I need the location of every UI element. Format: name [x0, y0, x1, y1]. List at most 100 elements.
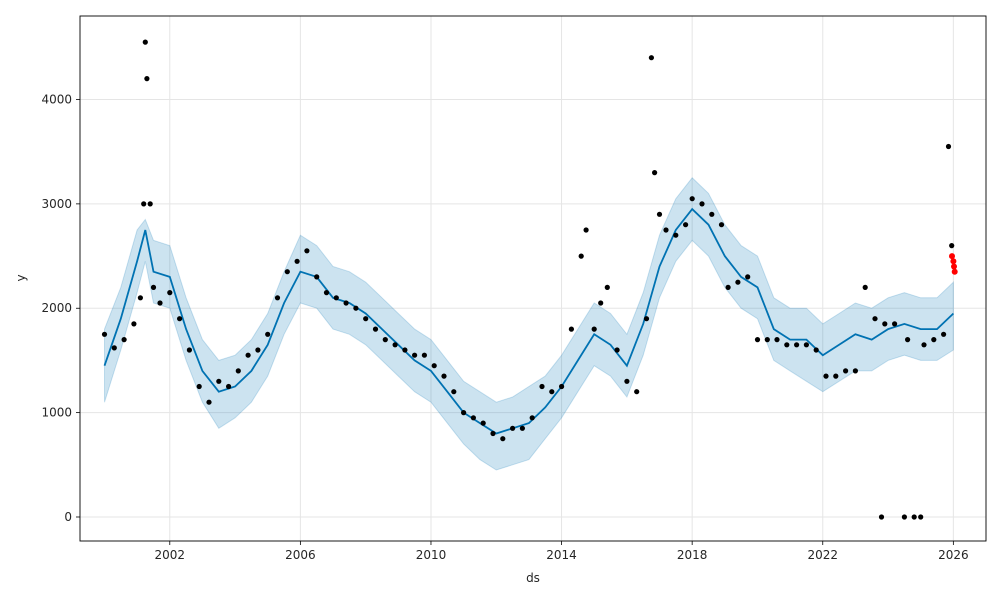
- recent-point: [949, 253, 955, 260]
- observed-point: [689, 196, 695, 202]
- observed-point: [568, 326, 575, 332]
- observed-point: [803, 342, 810, 348]
- observed-point: [245, 352, 251, 358]
- recent-point: [950, 258, 957, 265]
- recent-points-layer: [949, 253, 958, 275]
- x-tick-label: 2002: [155, 548, 186, 562]
- x-tick-label: 2026: [938, 548, 969, 562]
- observed-point: [764, 337, 770, 343]
- uncertainty-band: [104, 177, 954, 471]
- observed-point: [745, 274, 751, 280]
- observed-point: [402, 347, 408, 353]
- observed-point: [663, 227, 669, 233]
- observed-point: [624, 378, 630, 384]
- observed-point: [941, 331, 947, 337]
- observed-point: [265, 331, 271, 337]
- observed-point: [147, 201, 153, 207]
- x-tick-label: 2018: [677, 548, 708, 562]
- observed-point: [226, 383, 232, 390]
- observed-point: [470, 415, 476, 421]
- x-tick-label: 2022: [807, 548, 838, 562]
- observed-point: [901, 514, 908, 520]
- observed-point: [431, 363, 437, 369]
- observed-point: [784, 342, 790, 348]
- observed-point: [794, 342, 800, 348]
- observed-point: [823, 373, 829, 379]
- observed-point: [284, 269, 290, 275]
- observed-point: [157, 300, 163, 306]
- observed-point: [392, 342, 398, 348]
- recent-point: [951, 263, 957, 270]
- observed-point: [852, 368, 859, 374]
- plot-frame: [79, 15, 987, 542]
- observed-point: [643, 316, 650, 322]
- y-tick-label: 1000: [41, 406, 72, 420]
- observed-point: [167, 290, 173, 296]
- observed-point: [652, 170, 658, 176]
- observed-point: [235, 368, 241, 374]
- observed-point: [294, 258, 300, 264]
- observed-point: [314, 274, 320, 280]
- y-tick-label: 0: [64, 510, 72, 524]
- observed-point: [774, 337, 780, 343]
- observed-point: [559, 383, 565, 390]
- observed-point: [121, 337, 127, 343]
- forecast-line-layer: [103, 207, 955, 435]
- observed-point: [683, 222, 689, 228]
- observed-point: [931, 337, 937, 343]
- observed-point: [421, 352, 427, 358]
- x-tick-label: 2014: [546, 548, 577, 562]
- observed-point: [549, 389, 555, 395]
- observed-point: [656, 211, 663, 217]
- x-tick-label: 2006: [285, 548, 316, 562]
- observed-point: [648, 55, 655, 61]
- observed-point: [833, 373, 839, 379]
- observed-point: [451, 389, 457, 395]
- observed-point: [529, 415, 535, 421]
- observed-point: [735, 279, 741, 285]
- observed-point: [101, 331, 108, 337]
- observed-point: [196, 383, 202, 390]
- observed-point: [725, 284, 731, 290]
- observed-point: [699, 201, 705, 207]
- observed-point: [754, 337, 761, 343]
- observed-point: [216, 378, 222, 384]
- observed-point: [150, 284, 157, 290]
- observed-point: [206, 399, 212, 405]
- observed-point: [519, 425, 526, 431]
- observed-point: [255, 347, 261, 353]
- x-axis-ticks: 2002 2006 2010 2014 2018 2022 2026: [155, 541, 969, 562]
- observed-point: [461, 410, 467, 416]
- observed-point: [709, 211, 715, 217]
- observed-point: [882, 321, 888, 327]
- observed-point: [131, 321, 137, 327]
- observed-point: [144, 76, 150, 82]
- observed-point: [111, 345, 117, 351]
- observed-point: [591, 326, 597, 332]
- observed-point: [905, 337, 911, 343]
- observed-point: [892, 321, 898, 327]
- recent-point: [951, 268, 958, 275]
- observed-point: [921, 342, 927, 348]
- observed-point: [274, 295, 281, 301]
- observed-point: [382, 337, 388, 343]
- observed-point: [500, 436, 506, 442]
- forecast-line: [103, 207, 955, 435]
- observed-point: [718, 222, 725, 228]
- observed-point: [343, 300, 349, 306]
- observed-point: [363, 316, 369, 322]
- observed-point: [949, 243, 955, 249]
- observed-point: [583, 227, 589, 233]
- y-tick-label: 3000: [41, 197, 72, 211]
- observed-point: [813, 347, 819, 353]
- observed-point: [372, 326, 379, 332]
- observed-point: [353, 305, 359, 311]
- observed-point: [539, 383, 545, 390]
- observed-point: [673, 232, 679, 238]
- x-tick-label: 2010: [416, 548, 447, 562]
- observed-point: [412, 352, 418, 358]
- observed-point: [614, 347, 620, 353]
- y-axis-ticks: 0 1000 2000 3000 4000: [41, 92, 80, 524]
- observed-point: [137, 295, 143, 301]
- observed-point: [490, 430, 496, 437]
